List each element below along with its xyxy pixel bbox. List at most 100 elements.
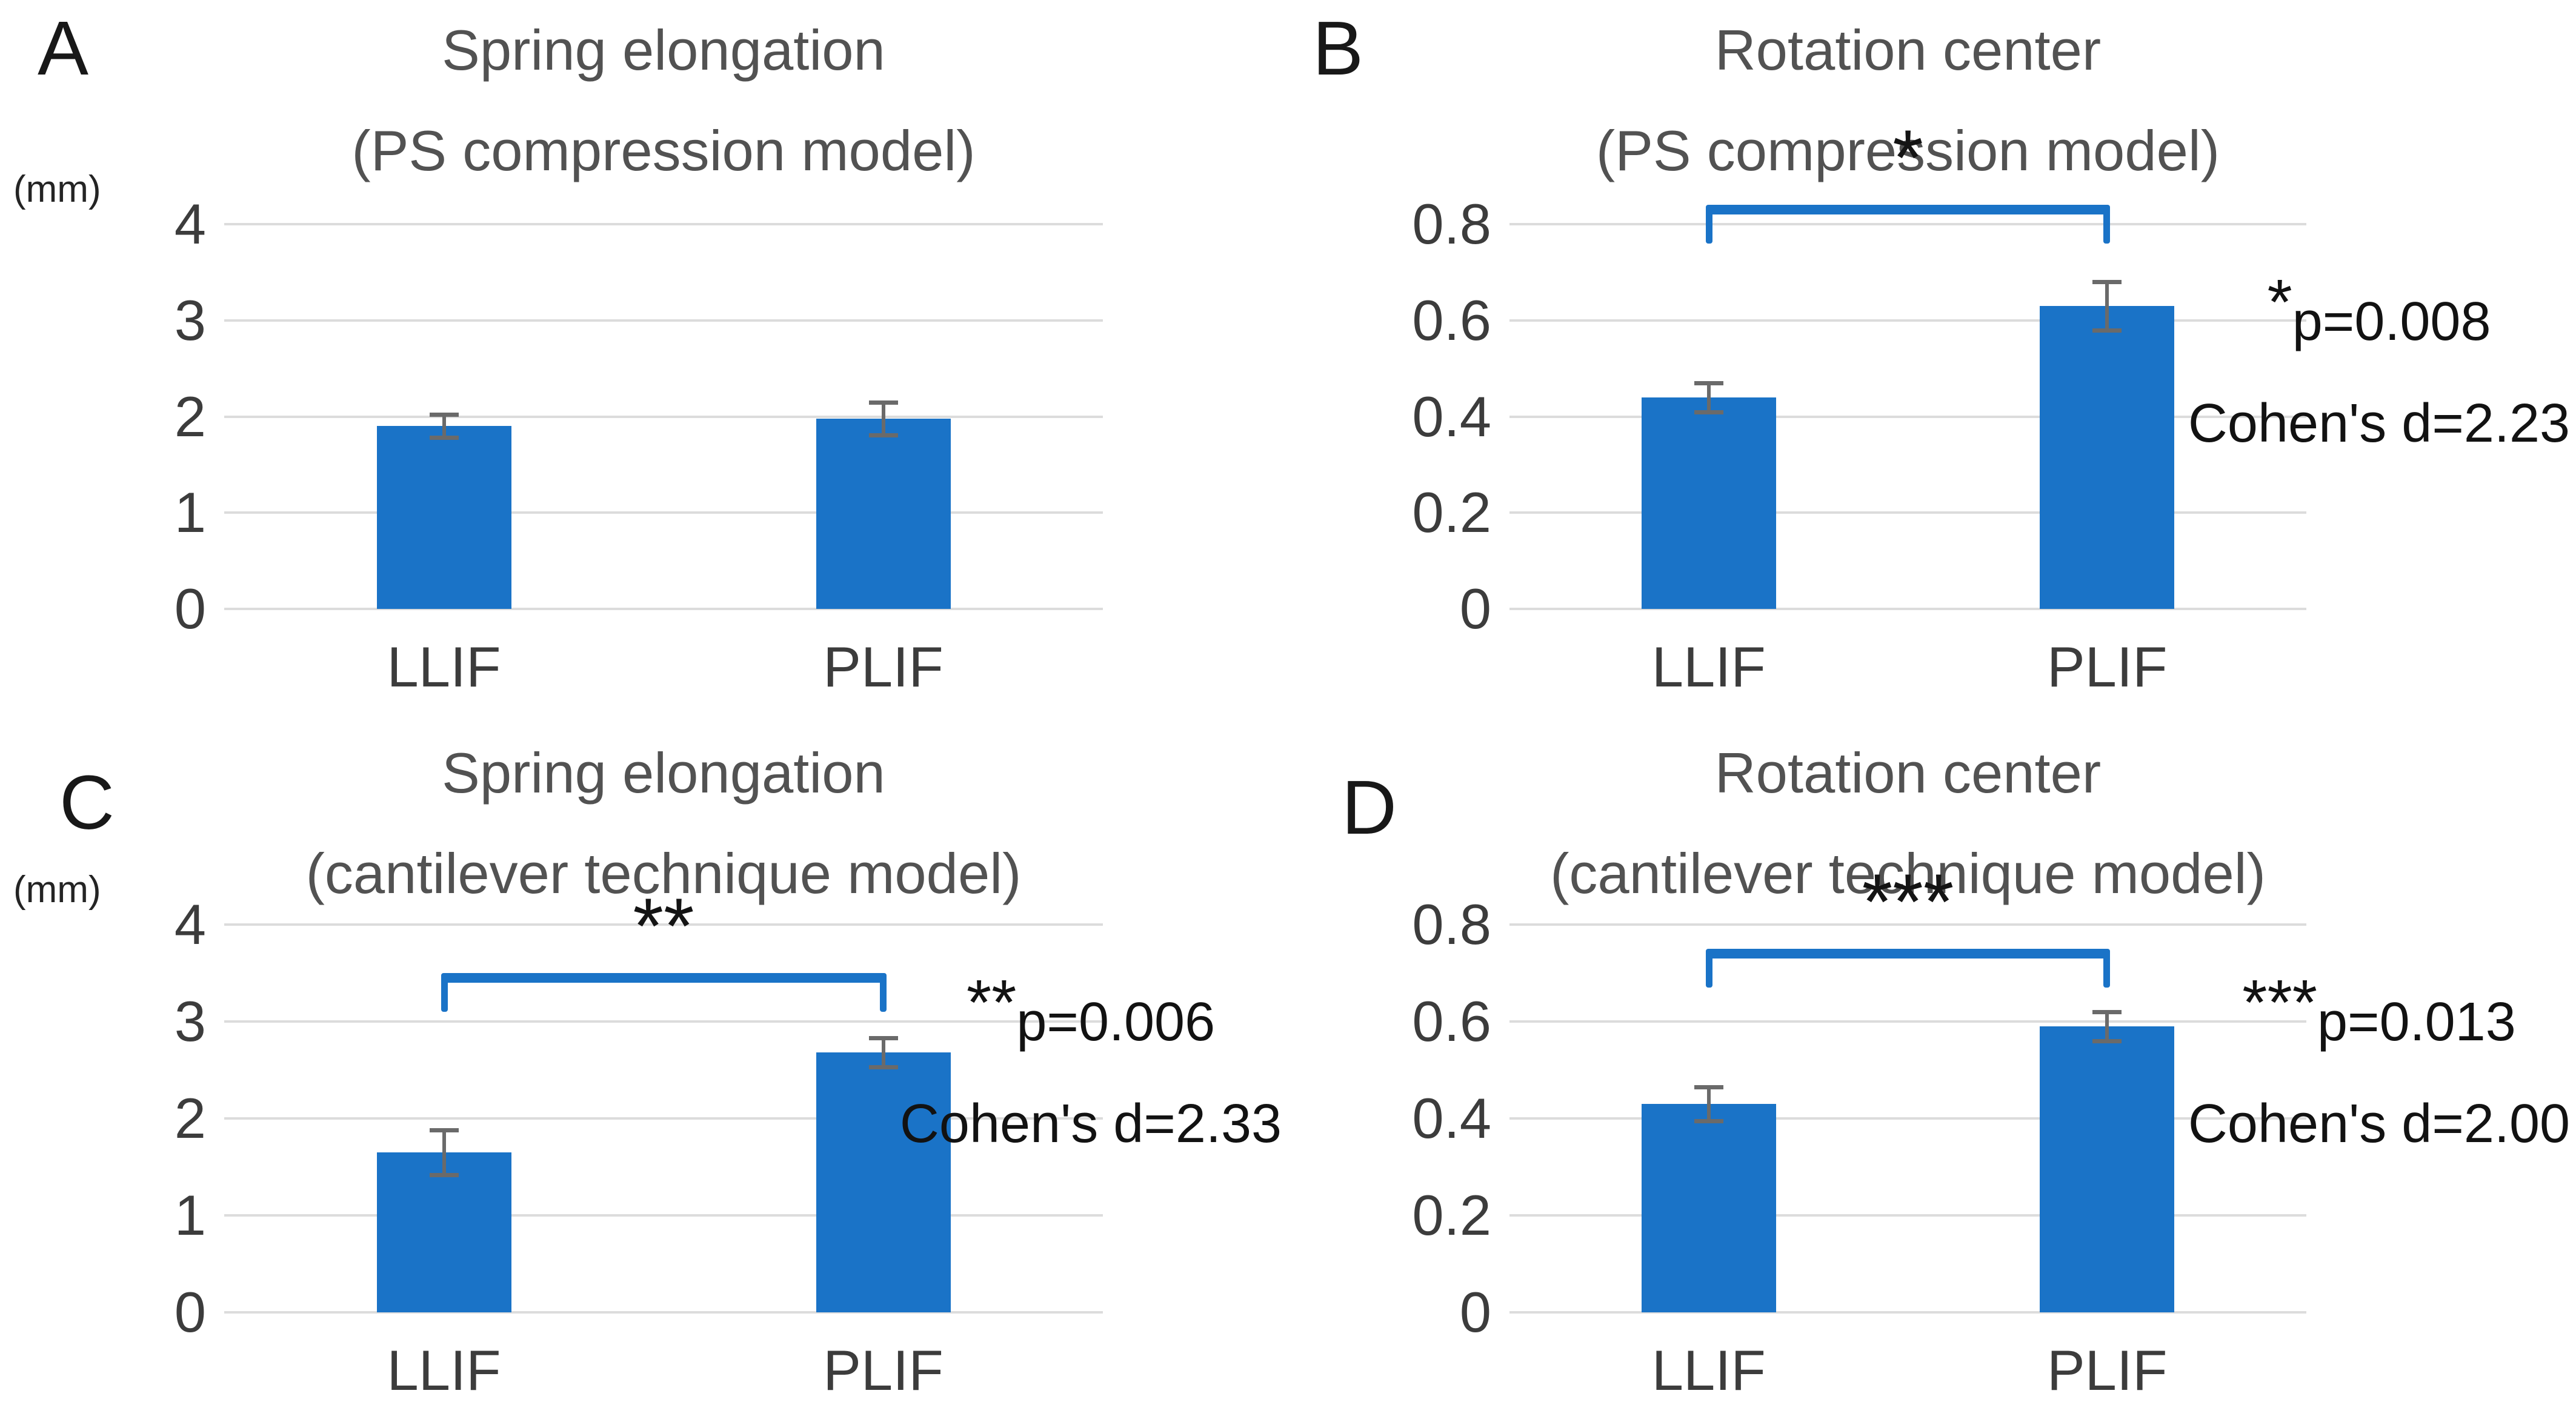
y-tick-label: 0: [1459, 577, 1491, 640]
y-tick-label: 0: [174, 1280, 206, 1344]
effect-size-annotation: Cohen's d=2.33: [899, 1094, 1282, 1154]
gridline: [1509, 1020, 2306, 1023]
x-category-label: LLIF: [387, 1338, 501, 1402]
bar-llif: [1641, 1104, 1776, 1312]
error-bar: [442, 1130, 446, 1175]
significance-bracket-left-tick: [1705, 205, 1712, 244]
significance-stars: **: [633, 882, 694, 970]
y-tick-label: 0.8: [1412, 892, 1491, 956]
panel-letter-d: D: [1342, 765, 1397, 850]
gridline: [224, 1020, 1103, 1023]
error-bar: [2105, 1012, 2109, 1041]
significance-stars: *: [1892, 113, 1923, 202]
significance-bracket: [441, 973, 887, 983]
plot-area-c: 0 1 2 3 4 LLIF PLIF ** **p=0.006 Cohen's d=2.33: [0, 697, 1288, 1402]
bar-plif: [816, 1052, 951, 1312]
error-bar-cap-top: [868, 1036, 898, 1041]
gridline: [224, 1214, 1103, 1217]
p-value-annotation: **p=0.006: [879, 967, 1303, 1061]
error-bar-cap-bottom: [868, 1065, 898, 1070]
significance-bracket: [1705, 949, 2111, 958]
y-tick-label: 0: [1459, 1280, 1491, 1344]
significance-stars-superscript: ***: [2242, 967, 2317, 1038]
error-bar: [881, 402, 885, 435]
chart-title-c: Spring elongation (cantilever technique …: [179, 723, 1148, 924]
y-tick-label: 0.2: [1412, 480, 1491, 545]
gridline: [1509, 1117, 2306, 1120]
plot-area-a: 0 1 2 3 4 LLIF PLIF: [0, 0, 1288, 699]
gridline: [224, 923, 1103, 926]
effect-size-annotation: Cohen's d=2.23: [2188, 393, 2571, 454]
y-axis-unit-label: (mm): [13, 168, 101, 210]
x-category-label: LLIF: [1651, 1338, 1766, 1402]
chart-title-line1: Rotation center: [1714, 741, 2102, 805]
significance-bracket-right-tick: [2103, 949, 2111, 988]
panel-c: C Spring elongation (cantilever techniqu…: [0, 697, 1288, 1402]
gridline: [1509, 319, 2306, 322]
chart-title-d: Rotation center (cantilever technique mo…: [1423, 723, 2393, 924]
error-bar-cap-top: [429, 413, 459, 417]
y-tick-label: 4: [174, 892, 206, 956]
x-category-label: PLIF: [823, 635, 944, 699]
panel-letter-a: A: [38, 5, 89, 91]
x-category-label: LLIF: [387, 635, 501, 699]
bar-llif: [376, 426, 511, 609]
significance-bracket-left-tick: [1705, 949, 1712, 988]
y-axis-unit-label: (mm): [13, 869, 101, 911]
error-bar-cap-top: [2092, 1010, 2122, 1014]
panel-b: B Rotation center (PS compression model)…: [1288, 0, 2576, 699]
chart-title-line1: Spring elongation: [442, 18, 885, 82]
panel-letter-c: C: [59, 760, 115, 845]
bar-plif: [2040, 305, 2175, 609]
error-bar: [881, 1038, 885, 1068]
p-value-annotation: ***p=0.013: [2167, 967, 2576, 1061]
chart-title-line1: Spring elongation: [442, 741, 885, 805]
plot-area-d: 0 0.2 0.4 0.6 0.8 LLIF PLIF *** ***p=0.013 Cohen'…: [1288, 697, 2576, 1402]
gridline: [1509, 415, 2306, 418]
significance-bracket-right-tick: [2103, 205, 2111, 244]
error-bar-cap-bottom: [2092, 328, 2122, 333]
error-bar: [442, 414, 446, 438]
gridline: [224, 415, 1103, 418]
gridline: [224, 608, 1103, 610]
gridline: [224, 223, 1103, 225]
significance-stars-superscript: **: [966, 967, 1017, 1038]
significance-stars-superscript: *: [2267, 267, 2292, 338]
gridline: [1509, 1311, 2306, 1314]
p-value-text: p=0.013: [2317, 992, 2516, 1052]
plot-area-b: 0 0.2 0.4 0.6 0.8 LLIF PLIF * *p=0.008 Cohen's d=…: [1288, 0, 2576, 699]
error-bar-cap-top: [1694, 380, 1723, 385]
gridline: [224, 1311, 1103, 1314]
significance-bracket: [1705, 205, 2111, 215]
error-bar-cap-top: [1694, 1085, 1723, 1089]
gridline: [224, 1117, 1103, 1120]
y-tick-label: 0.6: [1412, 288, 1491, 352]
stats-annotation: ***p=0.013 Cohen's d=2.00: [2167, 967, 2576, 1163]
p-value-text: p=0.008: [2292, 291, 2491, 352]
error-bar-cap-bottom: [2092, 1039, 2122, 1043]
y-tick-label: 0: [174, 577, 206, 640]
y-tick-label: 0.6: [1412, 989, 1491, 1053]
y-tick-label: 0.2: [1412, 1183, 1491, 1247]
y-tick-label: 0.4: [1412, 384, 1491, 448]
y-tick-label: 1: [174, 1183, 206, 1247]
y-tick-label: 0.8: [1412, 192, 1491, 256]
significance-stars: ***: [1862, 857, 1954, 946]
effect-size-annotation: Cohen's d=2.00: [2188, 1094, 2571, 1154]
chart-title-line1: Rotation center: [1714, 18, 2102, 82]
y-tick-label: 3: [174, 288, 206, 352]
x-category-label: PLIF: [2046, 635, 2168, 699]
error-bar-cap-top: [429, 1128, 459, 1133]
panel-a: A Spring elongation (PS compression mode…: [0, 0, 1288, 699]
chart-title-line2: (cantilever technique model): [1550, 842, 2266, 905]
significance-bracket-left-tick: [441, 973, 448, 1012]
error-bar: [1706, 382, 1711, 412]
y-tick-label: 4: [174, 192, 206, 256]
error-bar-cap-bottom: [429, 1172, 459, 1177]
gridline: [1509, 923, 2306, 926]
y-tick-label: 3: [174, 989, 206, 1053]
error-bar-cap-bottom: [868, 433, 898, 437]
x-category-label: PLIF: [823, 1338, 944, 1402]
bar-plif: [816, 418, 951, 609]
